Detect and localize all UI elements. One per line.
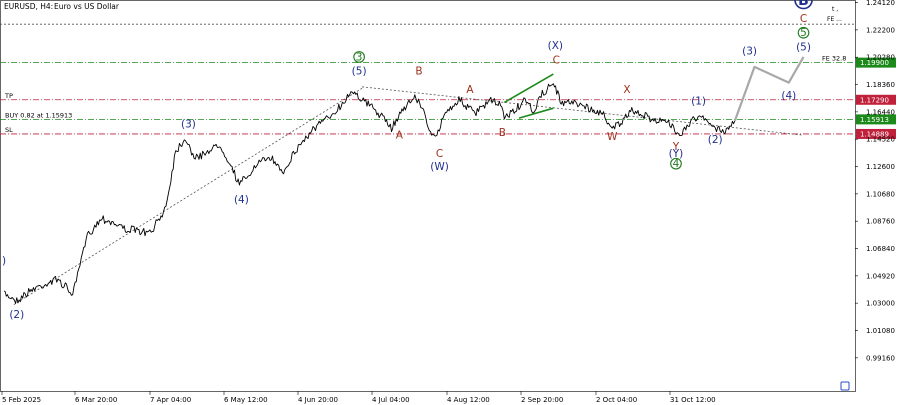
wave-label: (1) [691, 96, 706, 108]
x-tick-label: 6 May 12:00 [224, 396, 268, 404]
level-take-profit-tag [856, 94, 896, 105]
level-target-tag [856, 57, 896, 68]
wave-label: X [623, 84, 630, 96]
wave-circle [353, 51, 365, 63]
y-tick-label: 1.01080 [866, 327, 895, 335]
forecast-path [733, 56, 805, 122]
chart-symbol: EURUSD, H4: [4, 2, 53, 11]
x-tick-label: 5 Feb 2025 [2, 396, 41, 404]
y-tick-label: 0.99160 [866, 354, 895, 362]
wave-circle [797, 26, 810, 39]
price-series [3, 83, 736, 304]
y-tick-label: 1.16440 [866, 108, 895, 116]
level-buy-tag [856, 114, 896, 125]
wave-label: A [396, 130, 404, 142]
wave-label: (3) [742, 46, 757, 58]
x-tick-label: 4 Aug 12:00 [447, 396, 490, 404]
level-target-tag-text: 1.19900 [860, 59, 889, 67]
wave-label: (3) [181, 118, 196, 130]
wave-label: (5) [796, 41, 811, 53]
chart-border [0, 0, 856, 392]
x-tick-label: 2 Sep 20:00 [521, 396, 563, 404]
wave-label: (4) [781, 90, 796, 102]
corner-text-fe: FE ... [827, 16, 842, 23]
y-tick-label: 1.03000 [866, 300, 895, 308]
wave-label: C [800, 13, 807, 25]
support-trendline [13, 87, 363, 305]
price-levels: FE 32.8 1.19900 TP 1.17290 BUY 0.82 at 1.159… [0, 23, 896, 139]
wave-label: (5) [352, 66, 367, 78]
wave-label: C [436, 148, 443, 160]
x-axis: 5 Feb 2025 6 Mar 20:00 7 Apr 04:00 6 May 12… [1, 391, 716, 404]
channel-upper [503, 73, 554, 104]
level-take-profit-label: TP [4, 92, 13, 100]
corner-text-top: t , [832, 6, 838, 13]
wave-label: (W) [430, 161, 449, 173]
wave-label: (2) [9, 309, 24, 321]
level-buy-tag-text: 1.15913 [860, 116, 889, 124]
y-tick-label: 1.06840 [866, 245, 895, 253]
scroll-to-end-button[interactable] [840, 381, 850, 391]
y-tick-label: 1.08760 [866, 218, 895, 226]
y-tick-label: 1.22200 [866, 26, 895, 34]
x-tick-label: 4 Jun 20:00 [298, 396, 338, 404]
y-axis: 1.24120 1.22200 1.20280 1.18360 1.16440 1.145… [855, 0, 895, 362]
y-tick-label: 1.20280 [866, 54, 895, 62]
wave-label: A [466, 84, 474, 96]
y-tick-label: 1.12600 [866, 163, 895, 171]
x-tick-label: 4 Jul 04:00 [372, 396, 410, 404]
level-stop-loss-label: SL [5, 126, 13, 134]
x-tick-label: 7 Apr 04:00 [150, 396, 191, 404]
level-stop-loss-tag-text: 1.14889 [860, 130, 889, 138]
x-tick-label: 31 Oct 12:00 [670, 396, 716, 404]
wave-label: W [607, 131, 618, 143]
wave-label: ) [2, 255, 6, 267]
x-tick-label: 6 Mar 20:00 [75, 396, 117, 404]
chart-description: Euro vs US Dollar [54, 2, 120, 11]
y-tick-label: 1.10680 [866, 190, 895, 198]
x-tick-label: 2 Oct 04:00 [596, 396, 637, 404]
wave-circle [670, 157, 682, 170]
wave-label: C [553, 54, 560, 66]
price-line [3, 83, 736, 304]
y-tick-label: 1.04920 [866, 272, 895, 280]
level-take-profit-tag-text: 1.17290 [860, 96, 889, 104]
level-target-label: FE 32.8 [822, 55, 846, 63]
wave-label: Y [672, 141, 680, 153]
y-tick-label: 1.24120 [866, 0, 895, 7]
wave-label: 4 [673, 158, 680, 170]
wave-label: 3 [356, 51, 363, 63]
forecast-line [733, 56, 805, 122]
wave-labels: )(2)(3)(4)(5)3BAC(W)ABC(X)XWY(Y)4(1)(2)(… [2, 0, 813, 321]
channel-lower [518, 107, 554, 119]
y-tick-label: 1.14520 [866, 136, 895, 144]
wave-label: B [798, 0, 809, 9]
trend-lines [13, 73, 804, 305]
wave-label: B [415, 66, 422, 78]
level-stop-loss-tag [856, 128, 896, 139]
wave-label: (2) [708, 134, 723, 146]
wave-circle [794, 0, 813, 10]
wave-label: (X) [548, 40, 563, 52]
wave-label: (Y) [669, 148, 684, 160]
wave-label: B [499, 127, 506, 139]
y-tick-label: 1.18360 [866, 81, 895, 89]
wave-label: 5 [800, 27, 807, 39]
wave-label: (4) [234, 194, 249, 206]
level-buy-label: BUY 0.82 at 1.15913 [5, 111, 72, 119]
